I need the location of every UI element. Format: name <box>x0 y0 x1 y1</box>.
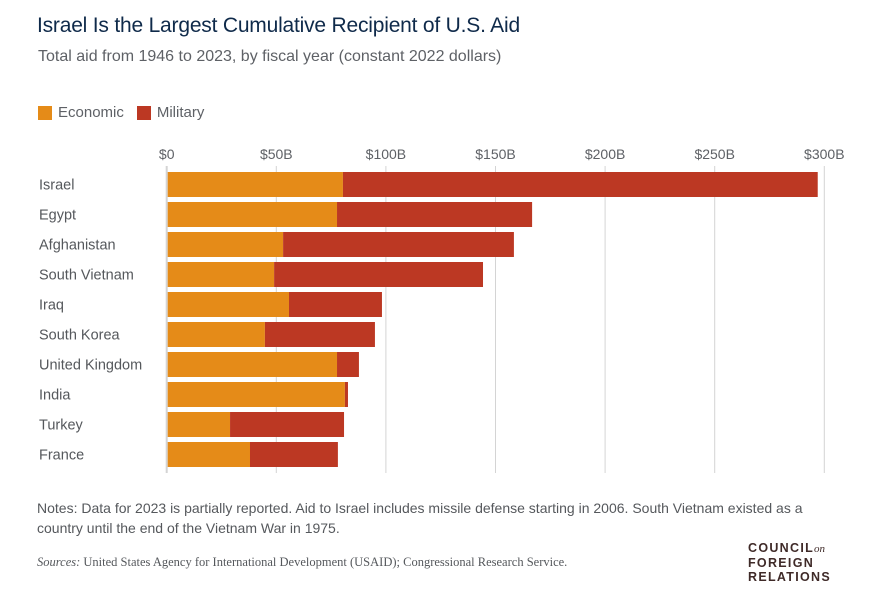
bar-military <box>337 352 359 377</box>
chart-subtitle: Total aid from 1946 to 2023, by fiscal y… <box>38 48 502 65</box>
chart-sources: Sources: United States Agency for Intern… <box>37 555 567 570</box>
bar-military <box>283 232 514 257</box>
bar-military <box>344 382 348 407</box>
x-tick-label: $100B <box>366 146 406 162</box>
bar-military <box>289 292 382 317</box>
category-label: India <box>39 388 71 404</box>
x-tick-label: $0 <box>159 146 175 162</box>
bar-economic <box>167 232 284 257</box>
bar-military <box>274 262 484 287</box>
category-label: Egypt <box>39 208 76 224</box>
bar-economic <box>167 292 290 317</box>
logo-line-1: COUNCILon <box>748 541 831 556</box>
category-label: France <box>39 448 84 464</box>
cfr-logo: COUNCILon FOREIGN RELATIONS <box>748 541 831 584</box>
x-tick-label: $300B <box>804 146 844 162</box>
sources-text: United States Agency for International D… <box>80 555 568 569</box>
category-labels: Israel Egypt Afghanistan South Vietnam Iraq S… <box>39 178 142 464</box>
bar-economic <box>167 202 338 227</box>
logo-line-3: RELATIONS <box>748 570 831 584</box>
chart-notes: Notes: Data for 2023 is partially report… <box>37 500 803 536</box>
category-label: Israel <box>39 178 74 194</box>
logo-word-council: COUNCIL <box>748 541 815 555</box>
bar-military <box>337 202 533 227</box>
bar-economic <box>167 172 343 197</box>
bar-economic <box>167 262 275 287</box>
legend: Economic Military <box>38 104 217 121</box>
category-label: South Vietnam <box>39 268 134 284</box>
x-tick-label: $50B <box>260 146 293 162</box>
x-tick-label: $250B <box>694 146 734 162</box>
bar-economic <box>167 322 265 347</box>
bar-military <box>342 172 818 197</box>
logo-word-on: on <box>814 543 826 555</box>
bar-military <box>264 322 375 347</box>
legend-item-economic: Economic <box>38 104 124 121</box>
bar-military <box>249 442 338 467</box>
category-label: South Korea <box>39 328 121 344</box>
bar-economic <box>167 352 338 377</box>
bar-economic <box>167 382 345 407</box>
category-label: Iraq <box>39 298 64 314</box>
x-tick-label: $150B <box>475 146 515 162</box>
legend-swatch-economic <box>38 105 52 120</box>
legend-label-economic: Economic <box>58 104 124 121</box>
category-label: Afghanistan <box>39 238 116 254</box>
bar-economic <box>167 442 250 467</box>
category-label: Turkey <box>39 418 84 434</box>
bar-economic <box>167 412 231 437</box>
x-tick-label: $200B <box>585 146 625 162</box>
sources-label: Sources: <box>37 555 81 569</box>
category-label: United Kingdom <box>39 358 142 374</box>
x-axis-tick-labels: $0 $50B $100B $150B $200B $250B $300B <box>159 146 845 162</box>
bar-chart: $0 $50B $100B $150B $200B $250B $300B Israel Eg… <box>39 146 845 473</box>
bar-military <box>230 412 345 437</box>
bars <box>167 172 818 467</box>
legend-label-military: Military <box>156 104 205 121</box>
logo-line-2: FOREIGN <box>748 556 815 570</box>
chart-title: Israel Is the Largest Cumulative Recipie… <box>37 14 520 37</box>
legend-item-military: Military <box>136 104 205 121</box>
legend-swatch-military <box>136 105 151 120</box>
